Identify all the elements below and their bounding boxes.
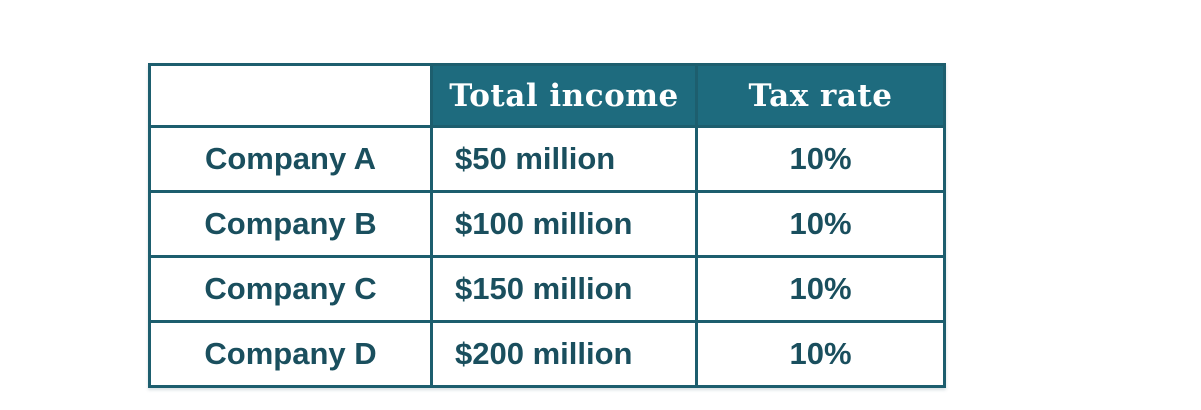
empty-corner-cell	[148, 63, 433, 128]
income-cell: $150 million	[430, 255, 698, 323]
table-row: Company A $50 million 10%	[148, 125, 946, 193]
table-row: Company D $200 million 10%	[148, 320, 946, 388]
table-header-row: Total income Tax rate	[148, 63, 946, 128]
income-cell: $50 million	[430, 125, 698, 193]
tax-rate-cell: 10%	[695, 125, 946, 193]
income-cell: $100 million	[430, 190, 698, 258]
tax-rate-cell: 10%	[695, 320, 946, 388]
row-label-company-a: Company A	[148, 125, 433, 193]
column-header-tax-rate: Tax rate	[695, 63, 946, 128]
income-cell: $200 million	[430, 320, 698, 388]
row-label-company-d: Company D	[148, 320, 433, 388]
column-header-total-income: Total income	[430, 63, 698, 128]
row-label-company-c: Company C	[148, 255, 433, 323]
row-label-company-b: Company B	[148, 190, 433, 258]
income-tax-table: Total income Tax rate Company A $50 mill…	[148, 63, 946, 388]
tax-rate-cell: 10%	[695, 255, 946, 323]
tax-rate-cell: 10%	[695, 190, 946, 258]
table-row: Company C $150 million 10%	[148, 255, 946, 323]
table-row: Company B $100 million 10%	[148, 190, 946, 258]
